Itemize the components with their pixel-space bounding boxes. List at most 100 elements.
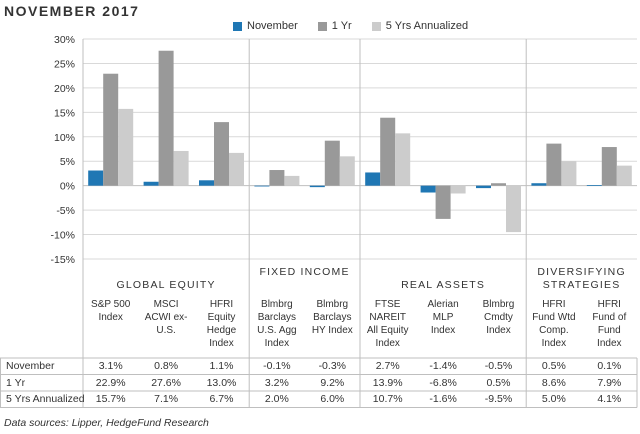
table-cell: 1.1%: [209, 360, 234, 372]
category-label: HFRI Fund Wtd Comp. Index: [532, 299, 576, 349]
category-label: Blmbrg Barclays U.S. Agg Index: [257, 299, 297, 349]
chart-title: NOVEMBER 2017: [4, 3, 140, 19]
legend-label-november: November: [247, 20, 298, 32]
table-cell: 13.0%: [206, 376, 237, 389]
table-cell: 7.9%: [597, 376, 622, 389]
bar-5-yrs-annualized: [229, 152, 244, 186]
bar-november: [143, 181, 159, 186]
table-cell: 8.6%: [541, 376, 566, 389]
table-cell: 22.9%: [95, 376, 126, 389]
table-cell: 3.2%: [264, 376, 289, 389]
y-tick-label: -15%: [50, 254, 75, 266]
bar-5-yrs-annualized: [616, 165, 632, 186]
bar-1-yr: [546, 143, 562, 186]
table-cell: 2.7%: [375, 360, 400, 372]
category-label: S&P 500 Index: [91, 299, 131, 323]
bar-november: [199, 180, 214, 186]
bar-5-yrs-annualized: [173, 150, 189, 186]
bar-1-yr: [103, 73, 119, 186]
legend: November 1 Yr 5 Yrs Annualized: [233, 20, 468, 32]
bar-november: [309, 185, 325, 188]
category-label: Blmbrg Cmdty Index: [482, 299, 515, 336]
table-cell: 9.2%: [320, 376, 345, 389]
group-name: GLOBAL EQUITY: [116, 279, 216, 291]
category-label: Alerian MLP Index: [427, 299, 459, 336]
category-label: Blmbrg Barclays HY Index: [311, 299, 353, 336]
bar-5-yrs-annualized: [118, 108, 134, 186]
y-tick-label: 0%: [60, 181, 75, 193]
table-cell: 4.1%: [597, 393, 622, 405]
table-cell: -0.3%: [318, 360, 346, 372]
bar-5-yrs-annualized: [561, 161, 577, 186]
bar-november: [531, 183, 547, 186]
table-cell: 5.0%: [541, 393, 566, 405]
table-cell: -0.1%: [263, 360, 291, 372]
table-cell: -6.8%: [429, 376, 457, 389]
bar-november: [88, 170, 104, 186]
bar-november: [586, 185, 602, 186]
y-tick-label: -10%: [50, 230, 75, 242]
group-name: REAL ASSETS: [401, 279, 486, 291]
legend-label-1yr: 1 Yr: [331, 20, 352, 32]
group-name: DIVERSIFYING STRATEGIES: [537, 266, 626, 291]
table-cell: 10.7%: [372, 393, 403, 405]
legend-label-5yr: 5 Yrs Annualized: [385, 20, 469, 32]
table-cell: 0.8%: [154, 360, 179, 372]
legend-swatch-november: [233, 21, 242, 31]
bar-1-yr: [435, 185, 451, 219]
bar-1-yr: [158, 50, 174, 186]
table-cell: -0.5%: [484, 360, 513, 372]
table-cell: 7.1%: [154, 393, 179, 405]
table-cell: -9.5%: [484, 393, 513, 405]
table-cell: 6.7%: [209, 393, 234, 405]
table-cell: -1.4%: [429, 360, 457, 372]
category-label: FTSE NAREIT All Equity Index: [366, 299, 409, 349]
table-cell: 0.5%: [541, 360, 566, 372]
y-tick-label: 10%: [54, 132, 75, 144]
table-cell: 13.9%: [372, 376, 403, 389]
bar-1-yr: [601, 147, 617, 186]
y-tick-label: 5%: [60, 156, 75, 168]
bar-1-yr: [380, 117, 396, 186]
table-row-label: November: [6, 360, 55, 372]
y-tick-label: 15%: [54, 107, 75, 119]
bar-5-yrs-annualized: [506, 185, 521, 233]
bar-5-yrs-annualized: [395, 133, 411, 186]
y-tick-label: 20%: [54, 83, 75, 95]
legend-swatch-1yr: [317, 21, 327, 31]
bar-november: [365, 172, 381, 186]
bar-5-yrs-annualized: [450, 185, 466, 194]
data-source-note: Data sources: Lipper, HedgeFund Research: [4, 417, 209, 429]
bar-november: [420, 185, 436, 193]
category-label: HFRI Equity Hedge Index: [206, 299, 237, 349]
category-label: HFRI Fund of Fund Index: [592, 299, 627, 349]
legend-swatch-5yr: [371, 21, 381, 31]
table-cell: 6.0%: [320, 393, 345, 405]
y-tick-label: 30%: [54, 34, 75, 46]
bar-1-yr: [491, 183, 506, 186]
bar-5-yrs-annualized: [284, 175, 300, 186]
bar-november: [254, 185, 270, 187]
bar-5-yrs-annualized: [339, 156, 355, 186]
table-cell: 0.5%: [486, 376, 511, 389]
table-row-label: 5 Yrs Annualized: [6, 393, 85, 405]
group-name: FIXED INCOME: [259, 266, 350, 278]
bar-1-yr: [269, 170, 285, 186]
table-cell: 27.6%: [151, 376, 181, 389]
bar-november: [476, 185, 491, 189]
category-label: MSCI ACWI ex-U.S.: [144, 299, 188, 336]
legend-item-november: November: [233, 20, 298, 32]
y-tick-label: 25%: [54, 58, 75, 70]
table-cell: 2.0%: [264, 393, 289, 405]
bar-1-yr: [214, 122, 229, 186]
table-cell: 15.7%: [95, 393, 126, 405]
bar-1-yr: [324, 140, 340, 186]
table-cell: 0.1%: [597, 360, 622, 372]
table-cell: -1.6%: [429, 393, 457, 405]
legend-item-5yr: 5 Yrs Annualized: [371, 20, 469, 32]
table-row-label: 1 Yr: [6, 376, 26, 389]
legend-item-1yr: 1 Yr: [317, 20, 352, 32]
y-tick-label: -5%: [56, 205, 75, 217]
table-cell: 3.1%: [98, 360, 123, 372]
